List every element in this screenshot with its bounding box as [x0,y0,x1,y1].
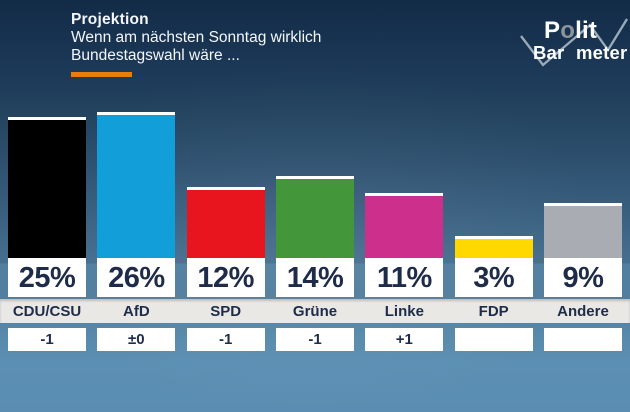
column-cdu-csu: 25% [8,0,87,297]
bar-linke [365,193,444,258]
column-andere: 9% [543,0,622,297]
party-label-cdu-csu: CDU/CSU [12,302,82,320]
change-row: -1 ±0 -1 -1 +1 [8,328,622,351]
change-linke: +1 [365,328,444,351]
party-label-andere: Andere [557,302,609,320]
party-name-band [0,299,630,323]
logo-polit-o: o [560,17,576,44]
change-gruene: -1 [275,328,355,351]
value-label-afd: 26% [97,258,176,297]
value-label-linke: 11% [365,258,444,297]
change-spd: -1 [186,328,265,351]
column-afd: 26% [97,0,176,297]
logo-barometer-bar: Bar [533,42,565,63]
party-label-afd: AfD [123,302,150,320]
page-title: Projektion [71,11,149,28]
change-afd: ±0 [97,328,176,351]
column-fdp: 3% [454,0,533,297]
column-gruene: 14% [275,0,355,297]
logo-polit-p: P [544,17,561,44]
party-name-row: CDU/CSU AfD SPD Grüne Linke FDP Andere [8,299,622,323]
logo-line-barometer: Barometer [533,42,627,64]
value-label-gruene: 14% [275,258,355,297]
logo-barometer-rest: meter [575,42,628,63]
value-label-fdp: 3% [454,258,533,297]
value-label-spd: 12% [186,258,265,297]
bar-cdu-csu [8,117,87,258]
change-cdu-csu: -1 [8,328,87,351]
politbarometer-logo: Polit Barometer [512,12,628,76]
checkmark-zigzag-icon [520,18,628,67]
party-label-linke: Linke [384,302,424,320]
column-spd: 12% [186,0,265,297]
header: Projektion Wenn am nächsten Sonntag wirk… [71,10,321,77]
change-fdp [454,328,533,351]
column-linke: 11% [365,0,444,297]
logo-line-polit: Polit [544,17,597,45]
logo-polit-rest: lit [575,17,598,44]
title-accent-rule [71,72,132,77]
party-label-gruene: Grüne [292,302,338,320]
party-label-spd: SPD [210,302,242,320]
subtitle-line-2: Bundestagswahl wäre ... [71,46,240,64]
party-label-fdp: FDP [478,302,509,320]
change-andere [543,328,622,351]
bar-afd [97,112,176,258]
value-label-andere: 9% [543,258,622,297]
bar-gruene [275,176,355,258]
logo-barometer-o: o [564,42,576,63]
bar-spd [186,187,265,258]
bar-columns: 25% 26% 12% 14% 11% 3% 9% [8,0,622,297]
value-label-cdu-csu: 25% [8,258,87,297]
subtitle-line-1: Wenn am nächsten Sonntag wirklich [71,29,322,46]
bar-fdp [454,236,533,258]
bar-andere [543,203,622,258]
